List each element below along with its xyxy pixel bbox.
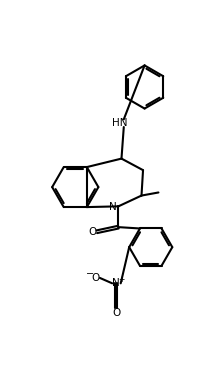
- Text: O: O: [88, 227, 96, 237]
- Text: N: N: [109, 202, 117, 212]
- Text: O: O: [112, 308, 120, 318]
- Text: +: +: [118, 275, 125, 284]
- Text: N: N: [112, 278, 120, 288]
- Text: O: O: [91, 273, 99, 283]
- Text: HN: HN: [112, 118, 128, 128]
- Text: −: −: [86, 269, 94, 279]
